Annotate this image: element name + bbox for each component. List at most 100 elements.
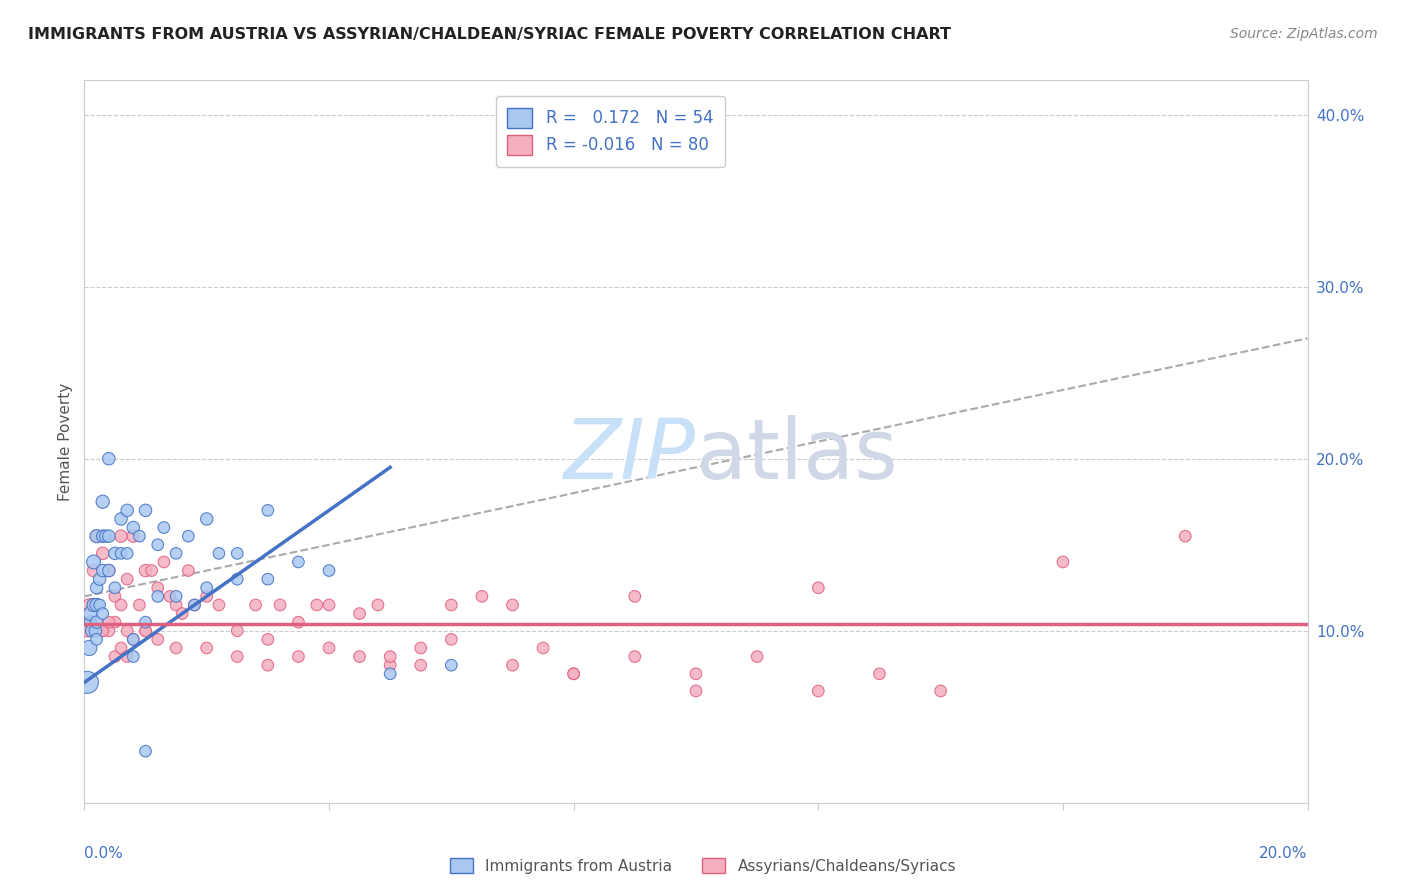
Point [349,607,371,621]
Point [685,666,707,681]
Point [380,658,402,673]
Legend: Immigrants from Austria, Assyrians/Chaldeans/Syriacs: Immigrants from Austria, Assyrians/Chald… [444,852,962,880]
Point [122,649,145,664]
Point [869,666,891,681]
Point [165,598,187,612]
Text: Source: ZipAtlas.com: Source: ZipAtlas.com [1230,27,1378,41]
Point [135,564,157,578]
Point [91,546,114,560]
Point [318,598,340,612]
Point [104,546,127,560]
Point [380,666,402,681]
Point [409,640,432,655]
Point [122,520,145,534]
Point [747,649,769,664]
Point [91,529,114,543]
Point [135,615,157,630]
Text: 0.0%: 0.0% [84,847,124,861]
Point [115,649,138,664]
Point [257,632,280,647]
Point [86,632,108,647]
Point [115,546,138,560]
Point [91,624,114,638]
Point [165,640,187,655]
Point [380,649,402,664]
Point [685,684,707,698]
Point [195,590,218,604]
Text: IMMIGRANTS FROM AUSTRIA VS ASSYRIAN/CHALDEAN/SYRIAC FEMALE POVERTY CORRELATION C: IMMIGRANTS FROM AUSTRIA VS ASSYRIAN/CHAL… [28,27,950,42]
Point [115,624,138,638]
Point [80,624,103,638]
Point [177,529,200,543]
Point [83,564,105,578]
Point [318,564,340,578]
Point [97,529,120,543]
Point [1174,529,1197,543]
Point [172,607,194,621]
Point [208,546,231,560]
Point [110,512,132,526]
Point [141,564,163,578]
Point [257,658,280,673]
Point [257,503,280,517]
Point [349,649,371,664]
Point [146,632,169,647]
Point [305,598,328,612]
Point [86,581,108,595]
Point [159,590,181,604]
Point [807,684,830,698]
Point [86,598,108,612]
Point [245,598,267,612]
Point [440,632,463,647]
Point [287,615,309,630]
Point [128,598,150,612]
Point [226,572,249,586]
Point [104,649,127,664]
Point [471,590,494,604]
Point [195,512,218,526]
Point [624,649,647,664]
Point [84,624,107,638]
Point [183,598,205,612]
Point [562,666,585,681]
Point [89,598,111,612]
Point [367,598,389,612]
Point [79,607,101,621]
Point [195,581,218,595]
Point [91,564,114,578]
Point [80,624,103,638]
Point [97,564,120,578]
Point [287,555,309,569]
Point [128,529,150,543]
Point [86,529,108,543]
Point [110,640,132,655]
Point [226,649,249,664]
Point [83,598,105,612]
Point [1052,555,1074,569]
Point [122,529,145,543]
Point [208,598,231,612]
Point [146,581,169,595]
Point [135,624,157,638]
Point [287,649,309,664]
Point [86,598,108,612]
Point [807,581,830,595]
Point [91,494,114,508]
Point [257,572,280,586]
Point [110,529,132,543]
Legend: R =   0.172   N = 54, R = -0.016   N = 80: R = 0.172 N = 54, R = -0.016 N = 80 [496,95,725,167]
Point [153,555,176,569]
Point [135,744,157,758]
Y-axis label: Female Poverty: Female Poverty [58,383,73,500]
Point [83,598,105,612]
Point [409,658,432,673]
Point [440,658,463,673]
Point [165,546,187,560]
Point [94,529,117,543]
Point [79,615,101,630]
Point [97,615,120,630]
Point [115,503,138,517]
Point [83,555,105,569]
Point [122,632,145,647]
Point [440,598,463,612]
